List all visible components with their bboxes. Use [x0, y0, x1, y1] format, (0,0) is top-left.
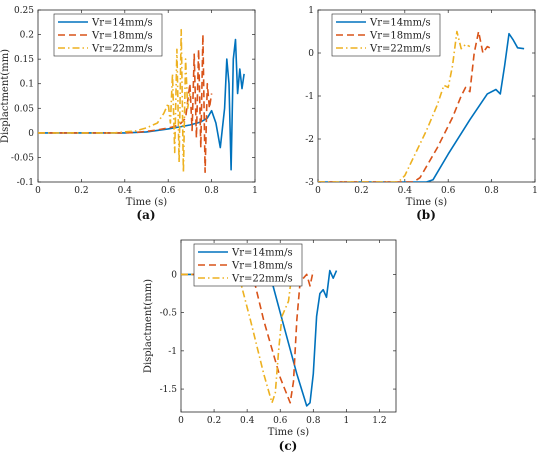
c1-panel-label: (b)	[416, 208, 436, 222]
c0-y-tick-label: -0.05	[11, 153, 34, 163]
c0-x-tick-label: 0.6	[161, 186, 176, 196]
c1-legend-entry-3: Vr=22mm/s	[369, 44, 431, 55]
c2-legend: Vr=14mm/s Vr=18mm/s Vr=22mm/s	[193, 243, 303, 287]
c1-x-tick-label: 0	[315, 186, 321, 196]
c0-y-tick-label: 0.15	[14, 55, 34, 65]
c2-y-tick-label: -0.5	[160, 309, 178, 319]
c0-y-tick-label: 0.25	[14, 6, 34, 16]
c0-y-tick-label: 0.05	[14, 104, 34, 114]
c1-series-line-1	[318, 32, 525, 182]
c2-x-tick-label: 1.2	[372, 416, 386, 426]
c1-x-tick-label: 0.2	[354, 186, 368, 196]
c1-x-tick-label: 0.8	[484, 186, 499, 196]
c1-series-line-3	[318, 30, 471, 182]
c2-x-tick-label: 1	[344, 416, 350, 426]
panel-a: 0 0.2 0.4 0.6 0.8 1 -0.1 -0.05 0 0.05 0.1 0.15 0.2 0.…	[0, 6, 258, 222]
c1-y-tick-label: 1	[308, 6, 314, 16]
c0-y-tick-label: 0	[28, 129, 34, 139]
c2-y-axis-label: Displactment(mm)	[143, 279, 154, 373]
c0-x-tick-label: 0	[35, 186, 41, 196]
c2-y-tick-label: -1.5	[160, 385, 178, 395]
c1-legend: Vr=14mm/s Vr=18mm/s Vr=22mm/s	[331, 13, 441, 57]
c2-x-tick-label: 0.8	[306, 416, 321, 426]
c2-y-tick-label: 0	[171, 270, 177, 280]
c0-legend-entry-1: Vr=14mm/s	[91, 18, 153, 29]
c2-x-tick-label: 0.4	[240, 416, 255, 426]
c0-x-tick-label: 1	[252, 186, 258, 196]
c0-y-tick-label: 0.2	[20, 31, 34, 41]
c2-legend-entry-2: Vr=18mm/s	[231, 261, 293, 272]
c0-series-group	[38, 28, 245, 173]
c2-x-tick-label: 0.2	[207, 416, 221, 426]
c1-x-tick-label: 0.6	[441, 186, 456, 196]
c0-x-tick-label: 0.2	[74, 186, 88, 196]
c0-y-tick-label: -0.1	[17, 178, 34, 188]
c1-y-tick-label: -1	[305, 92, 314, 102]
c0-y-axis-label: Displactment(mm)	[0, 49, 11, 143]
panel-c: 0 0.2 0.4 0.6 0.8 1 1.2 -1.5 -1 -0.5 0 Time (s) Disp…	[143, 239, 397, 453]
c0-legend-entry-2: Vr=18mm/s	[91, 31, 153, 42]
c0-panel-label: (a)	[136, 208, 155, 222]
c0-y-tick-label: 0.1	[20, 80, 34, 90]
c0-series-line-3	[38, 28, 191, 173]
c1-series-group	[318, 30, 525, 182]
c1-series-line-2	[318, 30, 492, 182]
c1-y-tick-label: -2	[305, 135, 314, 145]
c0-x-axis-label: Time (s)	[126, 197, 167, 208]
c0-x-tick-label: 0.8	[204, 186, 219, 196]
c0-legend-entry-3: Vr=22mm/s	[91, 44, 153, 55]
c2-legend-entry-1: Vr=14mm/s	[231, 248, 293, 259]
c1-x-tick-label: 1	[532, 186, 538, 196]
c0-legend: Vr=14mm/s Vr=18mm/s Vr=22mm/s	[53, 13, 163, 57]
c1-x-axis-label: Time (s)	[406, 197, 447, 208]
c2-x-axis-label: Time (s)	[268, 427, 309, 438]
c2-series-line-1	[181, 269, 338, 407]
c2-panel-label: (c)	[279, 439, 298, 453]
c1-y-tick-label: 0	[308, 49, 314, 59]
c2-y-tick-label: -1	[168, 347, 177, 357]
c2-x-tick-label: 0	[178, 416, 184, 426]
c0-x-tick-label: 0.4	[118, 186, 133, 196]
c2-x-tick-label: 0.6	[273, 416, 288, 426]
c0-series-line-2	[38, 33, 213, 173]
c2-legend-entry-3: Vr=22mm/s	[231, 274, 293, 285]
c1-legend-entry-2: Vr=18mm/s	[369, 31, 431, 42]
c1-x-tick-label: 0.4	[398, 186, 413, 196]
c1-y-tick-label: -3	[305, 178, 314, 188]
c1-legend-entry-1: Vr=14mm/s	[369, 18, 431, 29]
